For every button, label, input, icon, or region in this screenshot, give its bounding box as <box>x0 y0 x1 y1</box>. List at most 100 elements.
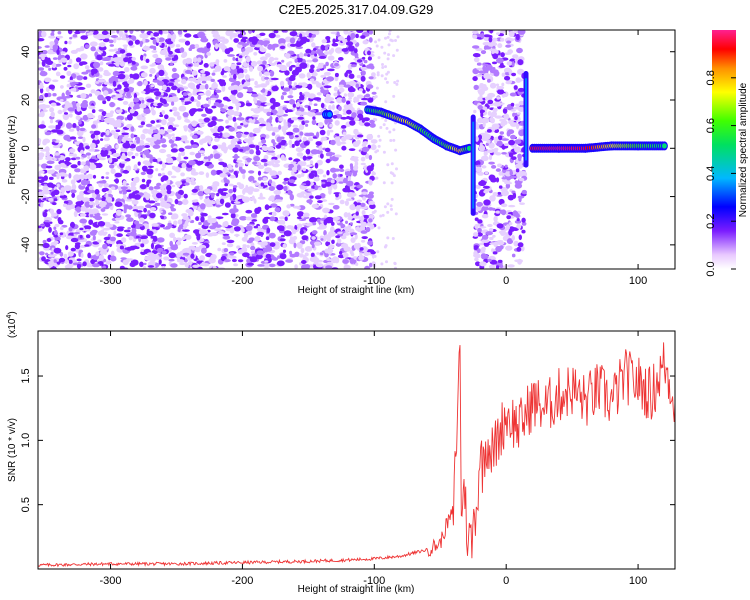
noise-speckle <box>171 136 176 141</box>
noise-speckle <box>278 38 286 45</box>
noise-speckle <box>497 259 503 263</box>
noise-speckle <box>272 257 279 261</box>
noise-speckle <box>184 182 190 186</box>
noise-speckle <box>521 229 526 234</box>
noise-speckle <box>200 48 208 54</box>
noise-speckle <box>131 199 139 205</box>
noise-speckle <box>118 135 123 140</box>
noise-speckle <box>152 32 160 37</box>
noise-speckle <box>38 171 41 176</box>
noise-speckle <box>349 163 353 168</box>
noise-speckle <box>362 214 370 218</box>
noise-speckle <box>138 97 145 101</box>
noise-speckle <box>360 221 367 228</box>
noise-speckle <box>268 232 276 239</box>
noise-speckle <box>278 124 282 130</box>
noise-speckle <box>360 215 365 222</box>
noise-speckle <box>237 141 242 145</box>
noise-speckle <box>61 179 68 183</box>
noise-speckle <box>157 102 164 107</box>
noise-speckle <box>302 212 310 218</box>
noise-speckle <box>492 251 498 255</box>
noise-speckle <box>326 170 330 176</box>
noise-speckle <box>80 93 87 99</box>
noise-speckle <box>80 53 88 60</box>
noise-speckle <box>199 255 205 262</box>
noise-speckle <box>381 63 384 66</box>
noise-speckle <box>263 41 268 47</box>
noise-speckle <box>488 161 495 165</box>
noise-speckle <box>247 86 253 93</box>
noise-speckle <box>296 136 301 141</box>
noise-speckle <box>472 30 479 34</box>
noise-speckle <box>199 185 204 191</box>
noise-speckle <box>485 142 489 146</box>
noise-speckle <box>500 187 508 192</box>
noise-speckle <box>366 165 374 172</box>
y-tick-label: -20 <box>20 189 32 205</box>
noise-speckle <box>250 250 255 254</box>
noise-speckle <box>501 152 507 155</box>
noise-speckle <box>253 52 258 56</box>
noise-speckle <box>477 105 483 110</box>
noise-speckle <box>245 225 253 232</box>
noise-speckle <box>178 38 187 43</box>
noise-speckle <box>331 42 339 47</box>
noise-speckle <box>510 102 515 107</box>
noise-speckle <box>288 66 293 72</box>
noise-speckle <box>382 181 386 185</box>
noise-speckle <box>115 93 123 98</box>
noise-speckle <box>259 32 266 36</box>
noise-speckle <box>368 37 373 43</box>
noise-speckle <box>152 235 158 242</box>
noise-speckle <box>494 115 503 119</box>
noise-speckle <box>101 110 107 117</box>
noise-speckle <box>193 63 198 67</box>
noise-speckle <box>496 223 504 229</box>
noise-speckle <box>64 258 68 265</box>
noise-speckle <box>127 151 134 156</box>
noise-speckle <box>115 129 121 133</box>
noise-speckle <box>328 202 335 206</box>
noise-speckle <box>184 247 192 251</box>
noise-speckle <box>347 92 355 98</box>
noise-speckle <box>158 259 162 265</box>
noise-speckle <box>198 221 202 226</box>
noise-speckle <box>126 189 132 193</box>
noise-speckle <box>90 142 96 149</box>
noise-speckle <box>119 60 126 67</box>
noise-speckle <box>130 185 137 192</box>
noise-speckle <box>361 191 368 195</box>
noise-speckle <box>245 216 253 221</box>
noise-speckle <box>396 35 400 39</box>
noise-speckle <box>518 107 525 112</box>
noise-speckle <box>236 117 245 121</box>
noise-speckle <box>347 103 352 109</box>
noise-speckle <box>130 181 135 187</box>
noise-speckle <box>477 96 485 102</box>
noise-speckle <box>374 40 378 44</box>
noise-speckle <box>507 264 515 268</box>
noise-speckle <box>161 168 165 171</box>
noise-speckle <box>394 39 397 42</box>
noise-speckle <box>116 233 123 238</box>
noise-speckle <box>39 251 45 256</box>
noise-speckle <box>92 263 100 268</box>
noise-speckle <box>134 152 139 157</box>
noise-speckle <box>365 93 371 98</box>
noise-speckle <box>298 124 305 131</box>
noise-speckle <box>245 56 251 63</box>
noise-speckle <box>269 216 276 222</box>
noise-speckle <box>134 39 140 45</box>
noise-speckle <box>198 150 206 154</box>
noise-speckle <box>221 38 229 44</box>
noise-speckle <box>233 226 241 232</box>
noise-speckle <box>100 115 104 122</box>
noise-speckle <box>229 174 236 179</box>
noise-speckle <box>302 155 307 161</box>
noise-speckle <box>367 50 371 56</box>
noise-speckle <box>271 139 275 144</box>
noise-speckle <box>167 96 175 103</box>
noise-speckle <box>47 49 54 55</box>
noise-speckle <box>88 185 94 191</box>
